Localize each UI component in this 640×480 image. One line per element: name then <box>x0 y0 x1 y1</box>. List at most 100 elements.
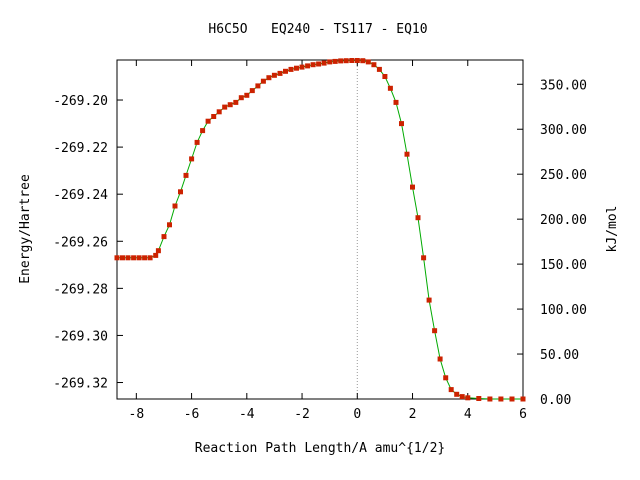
data-point <box>299 64 305 70</box>
data-point <box>404 151 410 157</box>
chart-title: H6C5O EQ240 - TS117 - EQ10 <box>208 22 427 37</box>
y-tick-label: -269.20 <box>53 94 108 109</box>
data-point <box>266 75 272 81</box>
x-axis-label: Reaction Path Length/A amu^{1/2} <box>195 441 445 456</box>
x-tick-label: -4 <box>239 407 255 422</box>
data-point <box>421 255 427 261</box>
energy-series <box>114 58 526 402</box>
data-point <box>194 139 200 145</box>
data-point <box>277 70 283 76</box>
data-point <box>288 66 294 72</box>
data-point <box>448 387 454 393</box>
data-point <box>382 74 388 79</box>
data-point <box>454 391 460 397</box>
y2-tick-label: 0.00 <box>540 393 571 408</box>
data-point <box>487 396 493 402</box>
data-point <box>321 60 327 66</box>
x-tick-label: 4 <box>464 407 472 422</box>
x-tick-label: -2 <box>294 407 310 422</box>
y2-tick-label: 200.00 <box>540 213 587 228</box>
data-point <box>426 297 432 303</box>
data-point <box>437 356 443 362</box>
x-tick-label: -8 <box>129 407 145 422</box>
data-point <box>305 63 311 69</box>
y-axis-right: 350.00 300.00 250.00 200.00 150.00 100.00 50.0… <box>517 78 587 408</box>
data-point <box>520 396 526 402</box>
y2-tick-label: 350.00 <box>540 78 587 93</box>
data-point <box>343 58 349 64</box>
y-tick-label: -269.26 <box>53 235 108 250</box>
data-point <box>376 66 382 72</box>
y-axis-label: Energy/Hartree <box>18 174 33 284</box>
data-point <box>161 234 167 240</box>
data-point <box>238 95 244 101</box>
y-tick-label: -269.32 <box>53 377 108 392</box>
data-point <box>476 396 482 401</box>
data-point <box>365 59 371 65</box>
y-axis-left: -269.20 -269.22 -269.24 -269.26 -269.28 -269.… <box>53 94 123 392</box>
data-point <box>459 394 465 400</box>
data-point <box>432 328 438 334</box>
y2-tick-label: 250.00 <box>540 168 587 183</box>
data-point <box>125 255 131 261</box>
data-point <box>294 65 299 71</box>
data-point <box>233 99 239 105</box>
data-point <box>260 78 266 84</box>
data-point <box>216 109 222 115</box>
y-tick-label: -269.30 <box>53 329 108 344</box>
data-point <box>393 99 399 105</box>
x-axis: -8 -6 -4 -2 0 2 4 6 <box>129 60 527 422</box>
data-point <box>120 255 125 261</box>
series-line <box>117 60 523 400</box>
data-point <box>271 72 277 78</box>
data-point <box>443 375 449 381</box>
data-point <box>136 255 142 261</box>
y2-tick-label: 300.00 <box>540 123 587 138</box>
data-point <box>338 58 344 64</box>
data-point <box>360 58 366 64</box>
data-point <box>244 92 250 98</box>
data-point <box>211 114 217 119</box>
y2-tick-label: 150.00 <box>540 258 587 273</box>
x-tick-label: 6 <box>519 407 527 422</box>
data-point <box>131 255 137 261</box>
data-point <box>167 222 172 228</box>
data-point <box>183 172 189 178</box>
y2-axis-label: kJ/mol <box>605 206 620 253</box>
data-point <box>142 255 148 261</box>
data-point <box>178 189 183 195</box>
data-point <box>114 255 120 261</box>
data-point <box>415 215 421 221</box>
x-tick-label: -6 <box>184 407 200 422</box>
data-point <box>283 68 288 74</box>
x-tick-label: 2 <box>409 407 417 422</box>
data-point <box>155 248 161 254</box>
y2-tick-label: 100.00 <box>540 303 587 318</box>
data-point <box>316 61 322 67</box>
data-point <box>410 184 415 190</box>
data-point <box>387 85 393 91</box>
data-point <box>172 203 178 209</box>
data-point <box>222 104 228 110</box>
data-point <box>205 118 211 124</box>
y-tick-label: -269.24 <box>53 188 108 203</box>
data-point <box>310 62 316 68</box>
data-point <box>465 395 471 401</box>
data-point <box>349 58 355 63</box>
plot-frame <box>116 59 524 400</box>
data-point <box>200 128 206 134</box>
x-tick-label: 0 <box>353 407 361 422</box>
data-point <box>371 62 377 68</box>
y-tick-label: -269.22 <box>53 141 108 156</box>
data-point <box>189 156 195 162</box>
data-point <box>327 59 333 65</box>
data-point <box>255 83 261 89</box>
data-point <box>227 102 233 108</box>
data-point <box>332 58 338 64</box>
data-point <box>509 396 515 402</box>
data-point <box>399 121 404 127</box>
y2-tick-label: 50.00 <box>540 348 579 363</box>
data-point <box>498 396 504 402</box>
data-point <box>147 255 153 261</box>
